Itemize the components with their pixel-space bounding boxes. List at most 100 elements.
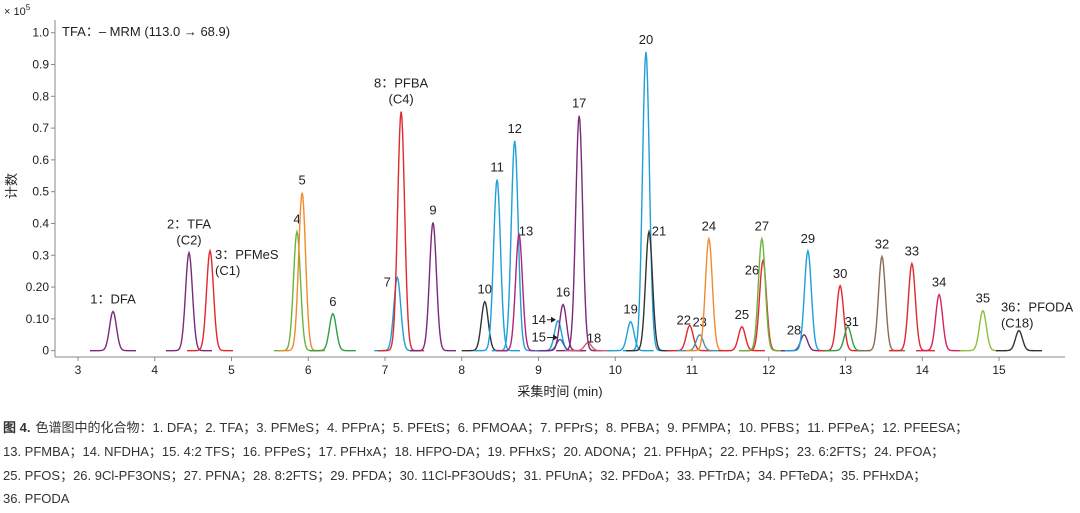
x-tick-label: 9 [535,363,542,377]
y-tick-label: 0.5 [32,185,49,199]
x-tick-label: 5 [228,363,235,377]
label-arrowhead [553,334,558,341]
peak-label: 23 [692,315,706,330]
peak [495,231,543,352]
peak [916,293,963,352]
peak [474,179,521,352]
x-tick-label: 11 [686,363,699,377]
peak-label: 32 [875,237,889,252]
peak-label: (C18) [1001,316,1034,331]
x-tick-label: 6 [305,363,312,377]
peak-label: 15 [532,330,546,345]
peak-label: 11 [490,160,504,175]
y-tick-label: 0.7 [32,121,49,135]
peak [279,192,326,352]
y-tick-label: 0.3 [32,248,49,262]
y-tick-label: 0.8 [32,89,49,103]
peak [607,320,654,352]
peak-label: 35 [976,291,990,306]
peak-label: 22 [676,313,690,328]
peak [858,254,905,352]
y-tick-label: 0 [42,344,49,358]
x-axis-title: 采集时间 (min) [517,384,602,399]
peak-label: 34 [932,275,946,290]
peak [738,236,785,352]
x-tick-label: 10 [609,363,623,377]
y-tick-label: 0.9 [32,58,49,72]
peak-label: 28 [787,323,801,338]
peak-label: 21 [652,224,666,239]
peak [666,324,713,352]
peak-label: 20 [639,32,653,47]
peak-label: 16 [556,285,570,300]
peak-label: 27 [755,219,769,234]
caption-line: 图 4. 色谱图中的化合物：1. DFA；2. TFA；3. PFMeS；4. P… [3,420,968,436]
peak-label: 26 [745,263,759,278]
peak-label: (C2) [176,233,201,248]
caption-line: 25. PFOS；26. 9Cl-PF3ONS；27. PFNA；28. 8:2… [3,468,926,484]
peak [888,261,935,352]
x-tick-label: 14 [916,363,930,377]
peak [556,115,603,352]
y-tick-label: 0.10 [26,312,50,326]
y-tick-label: 0.6 [32,153,49,167]
y-axis-title: 计数 [4,173,19,199]
peak [959,309,1006,352]
peak-label: 19 [623,302,637,317]
caption-line: 13. PFMBA；14. NFDHA；15. 4:2 TFS；16. PFPe… [3,444,944,460]
x-tick-label: 8 [458,363,465,377]
x-tick-label: 13 [839,363,853,377]
peak [718,325,765,352]
x-tick-label: 7 [382,363,389,377]
peak-label: 7 [384,275,391,290]
peak [90,310,137,352]
peak-label: 24 [702,219,716,234]
peak-label: 33 [905,244,919,259]
y-tick-label: 0.4 [32,216,49,230]
peak [461,300,508,352]
peak-label: 3：PFMeS [215,247,279,262]
y-multiplier-base: × 10 [4,6,26,18]
peak-label: 5 [299,173,306,188]
peak-label: 14 [532,312,546,327]
label-arrowhead [551,316,557,323]
x-tick-label: 12 [762,363,776,377]
peak-label: 9 [429,203,436,218]
peak [626,228,673,352]
peak-label: 12 [507,121,521,136]
annotation: TFA：– MRM (113.0 → 68.9) [62,24,230,39]
peak-label: 31 [845,314,859,329]
peak-label: 17 [572,96,586,111]
y-tick-label: 0.20 [26,280,50,294]
x-tick-label: 4 [151,363,158,377]
peak-label: 18 [587,331,601,346]
x-tick-label: 15 [992,363,1006,377]
peak-label: 25 [735,307,749,322]
peak-label: 13 [519,224,533,239]
peak [165,250,213,352]
peak-label: 6 [329,294,336,309]
peak [409,222,457,352]
peak-label: 4 [293,212,300,227]
y-multiplier: × 105 [4,3,31,18]
peak-label: 30 [833,266,847,281]
peak-label: 10 [478,282,492,297]
peak [309,312,356,352]
caption-label: 图 4. [3,420,30,435]
peak-label: 8：PFBA [374,76,429,91]
peak-label: (C1) [215,263,240,278]
peak-label: 36：PFODA [1001,300,1074,315]
y-multiplier-exp: 5 [26,3,31,12]
caption-line: 36. PFODA [3,491,70,506]
peak [374,275,421,352]
peak [995,329,1042,352]
peak [564,341,612,352]
peak [187,248,234,352]
peak-label: 29 [801,231,815,246]
y-tick-label: 1.0 [32,26,49,40]
peak-label: (C4) [388,92,413,107]
peak-label: 1：DFA [90,292,136,307]
peak [676,333,723,352]
peak-label: 2：TFA [167,217,211,232]
